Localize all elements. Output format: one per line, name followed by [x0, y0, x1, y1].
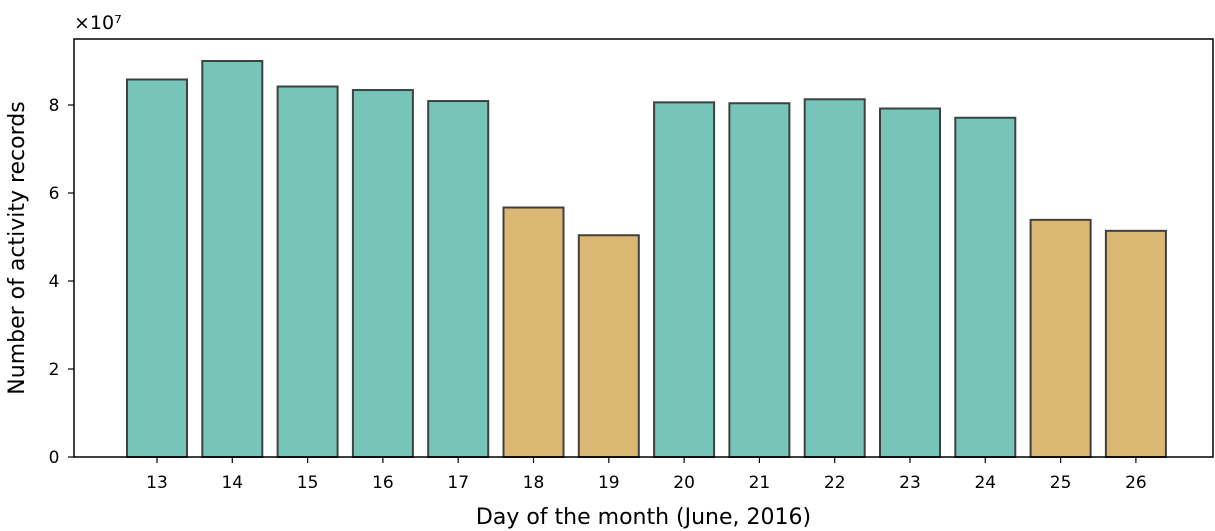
x-tick-label: 22 — [824, 473, 846, 493]
bar-day-24 — [954, 116, 1017, 458]
x-tick-label: 13 — [146, 473, 168, 493]
y-tick-label: 4 — [49, 272, 60, 292]
x-tick-label: 16 — [372, 473, 394, 493]
y-axis-label: Number of activity records — [5, 101, 30, 394]
plot-frame — [73, 38, 1214, 458]
bar-day-13 — [126, 78, 188, 458]
x-tick-label: 14 — [221, 473, 243, 493]
x-tick-label: 17 — [447, 473, 469, 493]
y-axis-ticks: 0 2 4 6 8 — [49, 96, 74, 468]
bar-day-21 — [728, 102, 791, 459]
x-tick-label: 23 — [899, 473, 921, 493]
x-tick-label: 26 — [1125, 473, 1147, 493]
bar-day-23 — [879, 107, 941, 459]
y-axis-offset-text: ×10⁷ — [74, 12, 122, 34]
x-axis-ticks: 13 14 15 16 17 18 19 20 21 22 23 24 25 26 — [146, 457, 1147, 493]
bar-day-19 — [577, 234, 640, 458]
bar-day-14 — [201, 60, 264, 458]
x-axis-label: Day of the month (June, 2016) — [476, 505, 811, 530]
x-tick-label: 20 — [673, 473, 695, 493]
bar-day-20 — [653, 101, 716, 459]
y-tick-label: 0 — [49, 448, 60, 468]
bars-group — [126, 60, 1167, 459]
bar-day-17 — [427, 100, 490, 458]
y-tick-label: 2 — [49, 360, 60, 380]
y-tick-label: 6 — [49, 184, 60, 204]
bar-day-15 — [276, 85, 339, 459]
x-tick-label: 21 — [749, 473, 771, 493]
bar-day-18 — [502, 206, 565, 458]
y-tick-label: 8 — [49, 96, 60, 116]
x-tick-label: 18 — [523, 473, 545, 493]
x-tick-label: 19 — [598, 473, 620, 493]
bar-day-16 — [351, 89, 414, 458]
x-tick-label: 24 — [974, 473, 996, 493]
bar-day-26 — [1104, 229, 1167, 458]
x-tick-label: 25 — [1050, 473, 1072, 493]
x-tick-label: 15 — [297, 473, 319, 493]
bar-day-22 — [803, 98, 866, 458]
bar-day-25 — [1029, 218, 1092, 458]
